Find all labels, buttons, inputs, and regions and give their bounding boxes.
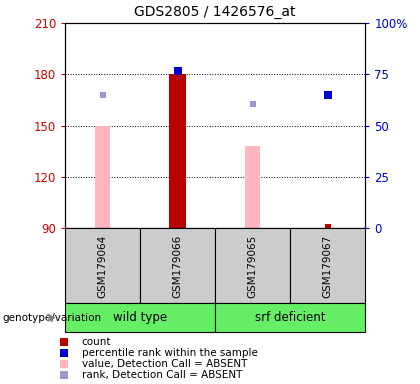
- Text: count: count: [81, 336, 111, 346]
- Text: rank, Detection Call = ABSENT: rank, Detection Call = ABSENT: [81, 370, 242, 380]
- Bar: [65, 228, 140, 303]
- Bar: [95, 126, 110, 228]
- Text: genotype/variation: genotype/variation: [2, 313, 101, 323]
- Bar: [245, 146, 260, 228]
- Text: GSM179067: GSM179067: [323, 234, 333, 298]
- Text: wild type: wild type: [113, 311, 167, 324]
- Text: srf deficient: srf deficient: [255, 311, 326, 324]
- Bar: [169, 74, 186, 228]
- Bar: [290, 228, 365, 303]
- Title: GDS2805 / 1426576_at: GDS2805 / 1426576_at: [134, 5, 296, 19]
- Bar: [140, 228, 215, 303]
- Bar: [215, 228, 290, 303]
- Text: GSM179064: GSM179064: [97, 234, 108, 298]
- Bar: [65, 303, 215, 332]
- Text: GSM179065: GSM179065: [248, 234, 258, 298]
- Text: GSM179066: GSM179066: [173, 234, 183, 298]
- Text: percentile rank within the sample: percentile rank within the sample: [81, 348, 257, 358]
- Bar: [215, 303, 365, 332]
- Text: value, Detection Call = ABSENT: value, Detection Call = ABSENT: [81, 359, 247, 369]
